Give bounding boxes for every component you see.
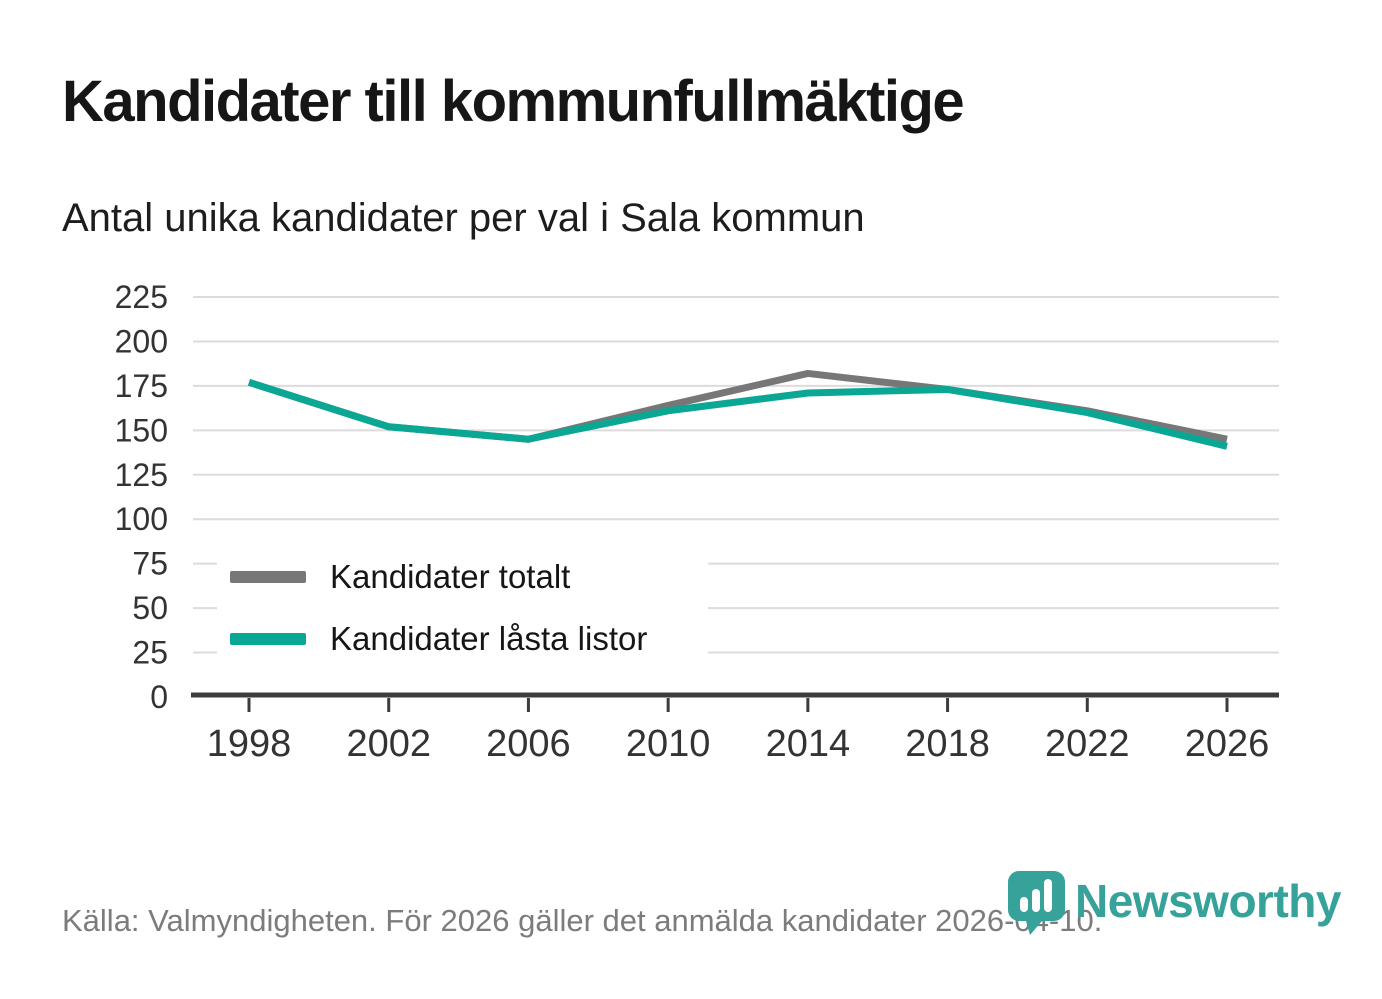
y-tick-label: 0 [150, 679, 168, 715]
legend-swatch-totalt [230, 571, 306, 583]
y-tick-label: 125 [115, 457, 168, 493]
chart-subtitle: Antal unika kandidater per val i Sala ko… [62, 196, 865, 240]
y-tick-label: 200 [115, 323, 168, 359]
y-tick-label: 175 [115, 368, 168, 404]
x-tick-label: 2026 [1185, 723, 1270, 765]
x-tick-label: 2010 [626, 723, 711, 765]
y-tick-label: 100 [115, 501, 168, 537]
x-tick-label: 2022 [1045, 723, 1130, 765]
legend-swatch-lasta-listor [230, 633, 306, 645]
legend-label-totalt: Kandidater totalt [330, 558, 571, 595]
series-line-lasta-listor [247, 378, 1228, 450]
legend: Kandidater totalt Kandidater låsta listo… [217, 548, 708, 672]
x-tick-label: 2014 [766, 723, 851, 765]
newsworthy-logo: Newsworthy [1008, 871, 1341, 935]
chart-title: Kandidater till kommunfullmäktige [62, 69, 965, 134]
y-tick-label: 75 [132, 546, 168, 582]
y-tick-label: 25 [132, 635, 168, 671]
logo-bar-short [1020, 897, 1028, 912]
source-note: Källa: Valmyndigheten. För 2026 gäller d… [62, 903, 1103, 938]
x-tick-label: 2006 [486, 723, 571, 765]
logo-bar-tall [1044, 879, 1052, 912]
legend-item-totalt: Kandidater totalt [230, 558, 708, 596]
newsworthy-pin-icon [1008, 871, 1065, 935]
logo-bar-medium [1032, 889, 1040, 912]
x-tick-label: 2002 [346, 723, 431, 765]
legend-item-lasta-listor: Kandidater låsta listor [230, 620, 708, 658]
x-tick-label: 1998 [207, 723, 292, 765]
legend-label-lasta-listor: Kandidater låsta listor [330, 620, 648, 657]
y-tick-label: 50 [132, 590, 168, 626]
y-tick-label: 150 [115, 412, 168, 448]
newsworthy-wordmark: Newsworthy [1075, 875, 1341, 927]
y-tick-label: 225 [115, 279, 168, 315]
x-tick-label: 2018 [905, 723, 990, 765]
